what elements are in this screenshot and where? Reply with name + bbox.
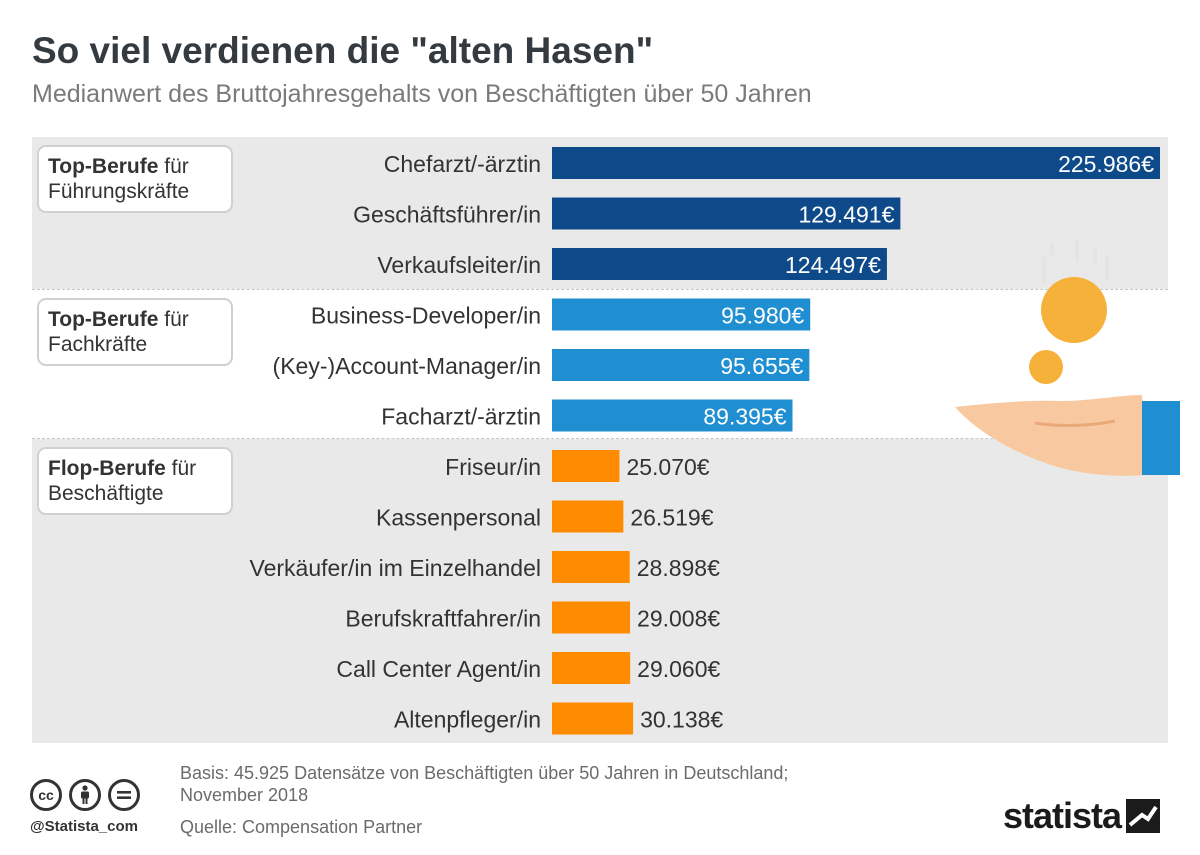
category-label: Call Center Agent/in — [336, 656, 541, 682]
category-label: Chefarzt/-ärztin — [384, 151, 541, 177]
category-label: Berufskraftfahrer/in — [345, 606, 541, 632]
bar — [552, 551, 630, 583]
value-label: 28.898€ — [637, 555, 720, 581]
chart-title: So viel verdienen die "alten Hasen" — [32, 30, 654, 71]
value-label: 95.655€ — [720, 353, 803, 379]
bar — [552, 601, 631, 634]
category-label: Verkaufsleiter/in — [377, 252, 541, 278]
chart-subtitle: Medianwert des Bruttojahresgehalts von B… — [32, 80, 812, 108]
bar — [552, 450, 620, 482]
group-separator — [32, 438, 1168, 439]
value-label: 25.070€ — [626, 454, 709, 480]
bar — [552, 652, 631, 684]
statista-logo: statista — [1003, 795, 1161, 837]
group-label-flop: Flop-Berufe für Beschäftigte — [37, 447, 233, 515]
bar — [552, 147, 1160, 179]
category-label: Facharzt/-ärztin — [381, 404, 541, 430]
bar — [552, 197, 901, 230]
category-label: Geschäftsführer/in — [353, 202, 541, 228]
value-label: 225.986€ — [1058, 151, 1154, 177]
category-label: Altenpfleger/in — [394, 707, 541, 733]
bar — [552, 702, 634, 735]
value-label: 89.395€ — [703, 404, 786, 430]
category-label: Business-Developer/in — [311, 303, 541, 329]
group-label-specialists: Top-Berufe für Fachkräfte — [37, 298, 233, 366]
coins-hand-illustration — [950, 235, 1182, 490]
license-icons: cc — [30, 779, 140, 811]
category-label: Kassenpersonal — [376, 505, 541, 531]
by-person-icon — [69, 779, 101, 811]
value-label: 95.980€ — [721, 303, 804, 329]
value-label: 30.138€ — [640, 707, 723, 733]
bar — [552, 349, 810, 381]
statista-logo-icon — [1126, 799, 1161, 833]
value-label: 124.497€ — [785, 252, 881, 278]
group-separator — [32, 289, 1168, 290]
bar — [552, 500, 624, 533]
bar — [552, 298, 811, 331]
equals-icon — [108, 779, 140, 811]
bar — [552, 248, 887, 280]
category-label: Friseur/in — [445, 454, 541, 480]
basis-note: Basis: 45.925 Datensätze von Beschäftigt… — [180, 763, 789, 805]
value-label: 29.060€ — [637, 656, 720, 682]
category-label: Verkäufer/in im Einzelhandel — [250, 555, 542, 581]
value-label: 26.519€ — [630, 505, 713, 531]
cc-icon: cc — [30, 779, 62, 811]
statista-handle: @Statista_com — [30, 818, 138, 835]
value-label: 29.008€ — [637, 606, 720, 632]
category-label: (Key-)Account-Manager/in — [273, 353, 541, 379]
source-note: Quelle: Compensation Partner — [180, 817, 423, 837]
group-label-leaders: Top-Berufe für Führungskräfte — [37, 145, 233, 213]
value-label: 129.491€ — [798, 202, 894, 228]
bar — [552, 399, 793, 432]
